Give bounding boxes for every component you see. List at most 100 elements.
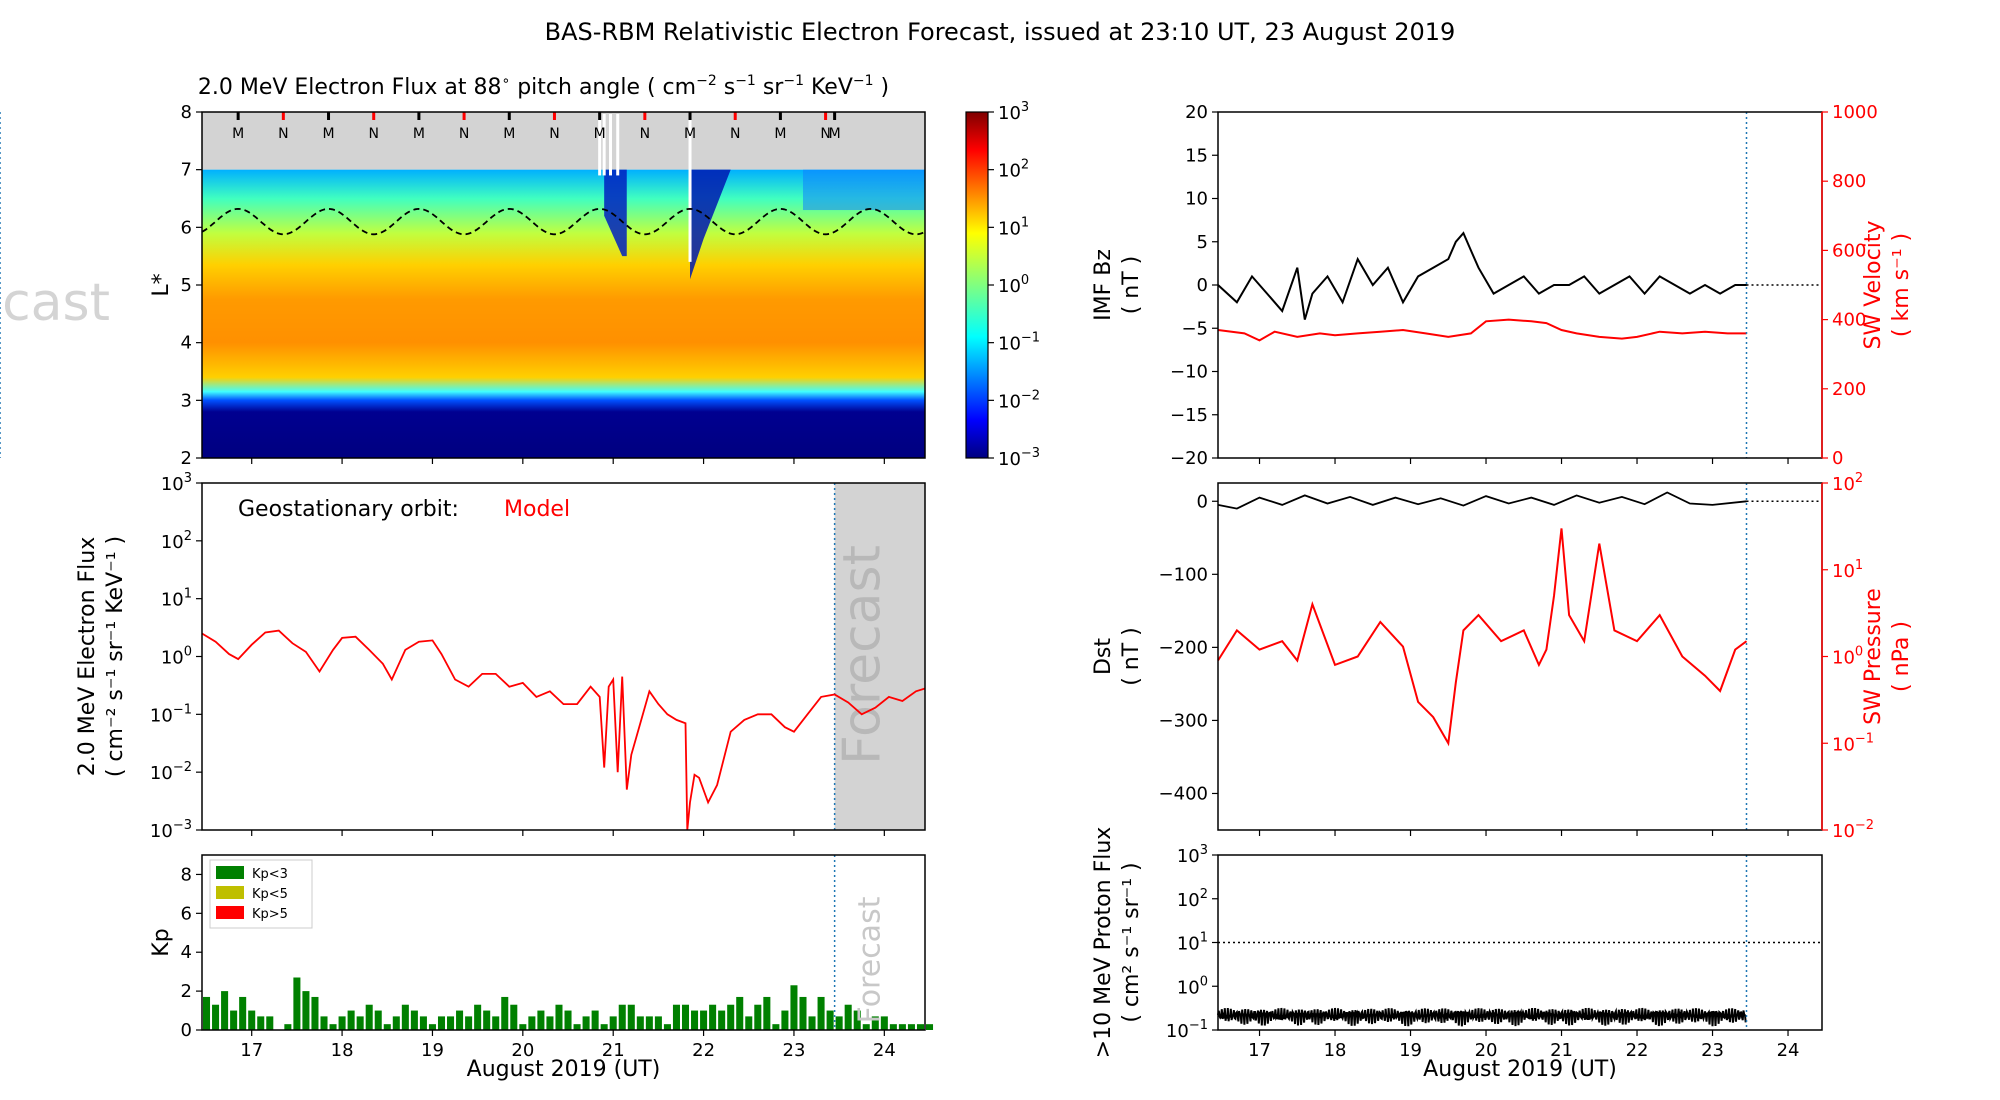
kp-bar [618, 1004, 626, 1030]
flux-map-ylabel: L* [149, 273, 174, 296]
kp-bar [916, 1024, 924, 1030]
colorbar-tick-label: 103 [998, 100, 1029, 124]
kp-bar [546, 1016, 554, 1030]
y2-tick-label: 10−1 [1832, 731, 1874, 755]
y-tick-label: 7 [181, 160, 192, 181]
y-tick-label: 101 [1177, 931, 1208, 955]
imf-bz-panel: −20−15−10−50510152002004006008001000IMF … [1091, 102, 1914, 469]
kp-bar [501, 996, 509, 1030]
kp-bar [609, 1016, 617, 1030]
y2-tick-label: 101 [1832, 558, 1863, 582]
proton-ylabel: ( cm² s⁻¹ sr⁻¹ ) [1119, 862, 1144, 1022]
y-tick-label: 3 [181, 390, 192, 411]
kp-bar [555, 1004, 563, 1030]
y-tick-label: 5 [181, 275, 192, 296]
kp-legend-label: Kp>5 [252, 907, 288, 922]
kp-bar [654, 1016, 662, 1030]
kp-bar [926, 1024, 934, 1030]
dropout-region [604, 169, 627, 257]
imf-ylabel: IMF Bz [1091, 249, 1116, 321]
y-tick-label: 4 [181, 942, 192, 963]
y2-tick-label: 400 [1832, 310, 1866, 331]
y-tick-label: 0 [1197, 275, 1208, 296]
y-tick-label: 0 [1197, 491, 1208, 512]
kp-bar [465, 1016, 473, 1030]
x-tick-label: 24 [1777, 1040, 1800, 1061]
sw-pressure-ylabel: SW Pressure [1861, 588, 1886, 725]
y-tick-label: 103 [1177, 843, 1208, 867]
y-tick-label: 10−1 [1166, 1018, 1208, 1042]
pass-marker-label: N [368, 126, 378, 142]
dst-ylabel: ( nT ) [1119, 627, 1144, 686]
kp-bar [889, 1024, 897, 1030]
kp-bar [257, 1016, 265, 1030]
kp-bar [808, 1016, 816, 1030]
kp-legend-label: Kp<5 [252, 887, 288, 902]
y-tick-label: 6 [181, 903, 192, 924]
x-tick-label: 23 [783, 1040, 806, 1061]
y-tick-label: 8 [181, 102, 192, 123]
kp-bar [492, 1016, 500, 1030]
pass-marker-label: M [413, 126, 425, 142]
x-tick-label: 17 [1248, 1040, 1271, 1061]
kp-bar [817, 996, 825, 1030]
kp-bar [456, 1010, 464, 1030]
kp-bar [528, 1016, 536, 1030]
flux-heatmap-panel: 2.0 MeV Electron Flux at 88∘ pitch angle… [0, 73, 926, 469]
y2-tick-label: 0 [1832, 448, 1843, 469]
sw-velocity-ylabel: ( km s⁻¹ ) [1889, 233, 1914, 337]
y-tick-label: 102 [161, 529, 192, 553]
pass-marker-label: M [829, 126, 841, 142]
kp-bar [736, 996, 744, 1030]
kp-bar [763, 996, 771, 1030]
pass-marker-label: M [594, 126, 606, 142]
proton-flux-line [1217, 1007, 1747, 1027]
y-tick-label: 2 [181, 448, 192, 469]
kp-bar [835, 1016, 843, 1030]
kp-bar [510, 1004, 518, 1030]
kp-bar [799, 996, 807, 1030]
figure-title: BAS-RBM Relativistic Electron Forecast, … [545, 18, 1456, 46]
y-tick-label: 103 [161, 471, 192, 495]
kp-bar [383, 1024, 391, 1030]
x-tick-label: 22 [692, 1040, 715, 1061]
pass-marker-label: M [774, 126, 786, 142]
kp-bar [691, 1010, 699, 1030]
kp-bar [636, 1016, 644, 1030]
kp-bar [826, 1010, 834, 1030]
y-tick-label: −100 [1159, 564, 1208, 585]
pass-marker-label: N [730, 126, 740, 142]
kp-bar [709, 1004, 717, 1030]
kp-legend-swatch [216, 906, 244, 919]
kp-bar [320, 1016, 328, 1030]
y2-tick-label: 800 [1832, 171, 1866, 192]
kp-xlabel: August 2019 (UT) [467, 1057, 661, 1082]
pass-marker-label: N [549, 126, 559, 142]
pass-marker-label: N [820, 126, 830, 142]
kp-bar [437, 1016, 446, 1030]
y-tick-label: −200 [1159, 637, 1208, 658]
pass-marker-label: N [278, 126, 288, 142]
kp-bar [700, 1010, 708, 1030]
kp-bar [537, 1010, 545, 1030]
kp-legend-swatch [216, 866, 244, 879]
colorbar-tick-label: 102 [998, 158, 1029, 182]
kp-bar [338, 1016, 346, 1030]
kp-bar [781, 1010, 789, 1030]
y-tick-label: 101 [161, 587, 192, 611]
y-tick-label: 10 [1185, 189, 1208, 210]
y-tick-label: 15 [1185, 145, 1208, 166]
imf-bz-line [1217, 231, 1747, 320]
pass-marker-label: M [232, 126, 244, 142]
kp-bar [564, 1010, 572, 1030]
x-tick-label: 24 [873, 1040, 896, 1061]
kp-bar [772, 1024, 780, 1030]
sw-pressure-ylabel: ( nPa ) [1889, 621, 1914, 692]
kp-bar [329, 1024, 337, 1030]
kp-bar [239, 996, 247, 1030]
kp-frame [201, 854, 926, 1031]
y-tick-label: −15 [1170, 405, 1208, 426]
flux-map-title: 2.0 MeV Electron Flux at 88∘ pitch angle… [198, 73, 889, 100]
